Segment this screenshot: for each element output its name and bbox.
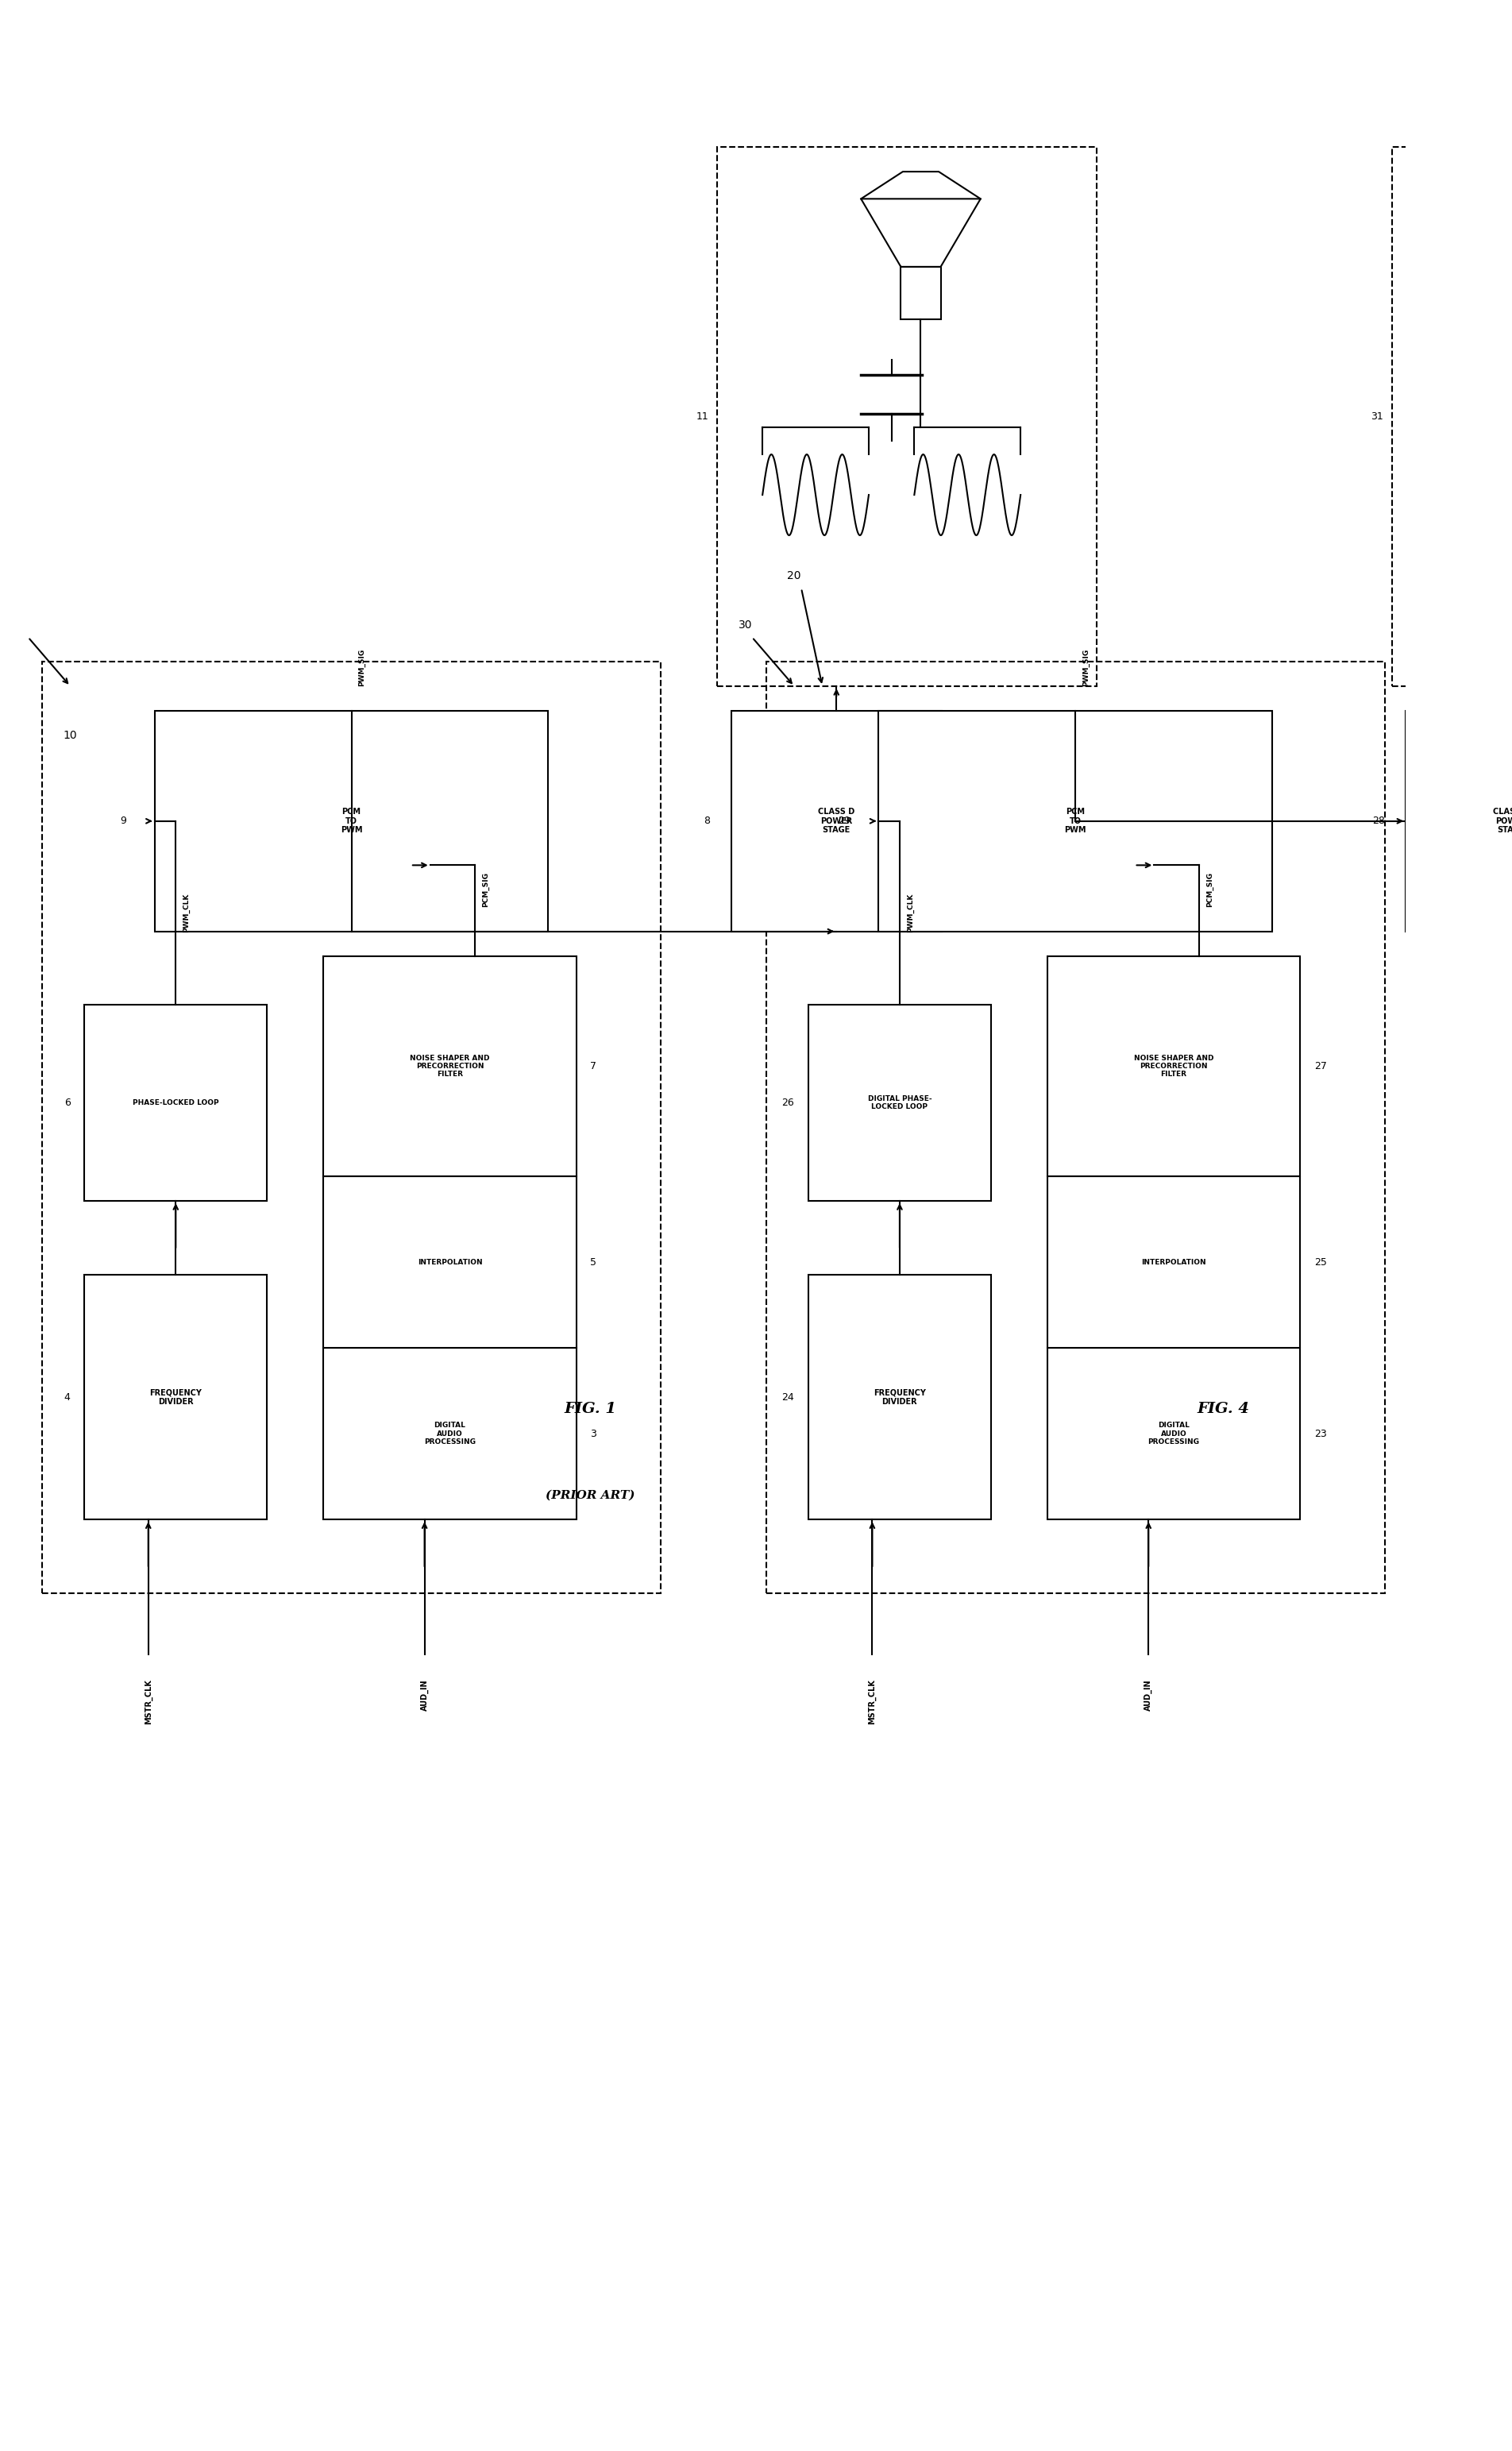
Text: PCM_SIG: PCM_SIG xyxy=(482,873,490,907)
Text: INTERPOLATION: INTERPOLATION xyxy=(417,1260,482,1265)
Bar xyxy=(85,1275,268,1520)
Text: FIG. 1: FIG. 1 xyxy=(564,1402,617,1417)
Text: PCM
TO
PWM: PCM TO PWM xyxy=(1064,809,1086,833)
Bar xyxy=(324,1176,576,1348)
Text: 9: 9 xyxy=(121,816,127,826)
Bar xyxy=(1391,147,1512,686)
Text: 27: 27 xyxy=(1314,1061,1328,1071)
Text: 24: 24 xyxy=(782,1392,794,1402)
Text: AUD_IN: AUD_IN xyxy=(420,1679,428,1711)
Text: DIGITAL PHASE-
LOCKED LOOP: DIGITAL PHASE- LOCKED LOOP xyxy=(868,1096,931,1110)
Bar xyxy=(717,147,1096,686)
Text: MSTR_CLK: MSTR_CLK xyxy=(144,1679,153,1723)
Text: 4: 4 xyxy=(64,1392,70,1402)
Text: PWM_SIG: PWM_SIG xyxy=(1083,650,1090,686)
Bar xyxy=(901,267,940,319)
Bar xyxy=(154,711,549,931)
Text: 29: 29 xyxy=(838,816,850,826)
Bar xyxy=(1406,711,1512,931)
Text: 10: 10 xyxy=(64,730,77,740)
Bar xyxy=(324,1348,576,1520)
Bar xyxy=(324,956,576,1176)
Text: PWM_SIG: PWM_SIG xyxy=(358,650,366,686)
Bar xyxy=(878,711,1272,931)
Bar xyxy=(809,1275,990,1520)
Text: FREQUENCY
DIVIDER: FREQUENCY DIVIDER xyxy=(150,1390,203,1404)
Text: 30: 30 xyxy=(738,620,751,630)
Text: PWM_CLK: PWM_CLK xyxy=(183,895,191,931)
Text: PCM
TO
PWM: PCM TO PWM xyxy=(340,809,363,833)
Text: 11: 11 xyxy=(696,412,708,422)
Text: DIGITAL
AUDIO
PROCESSING: DIGITAL AUDIO PROCESSING xyxy=(423,1422,476,1446)
Text: CLASS D
POWER
STAGE: CLASS D POWER STAGE xyxy=(1492,809,1512,833)
Bar xyxy=(1048,1176,1300,1348)
Text: (PRIOR ART): (PRIOR ART) xyxy=(546,1490,635,1500)
Text: 6: 6 xyxy=(64,1098,70,1108)
Text: FREQUENCY
DIVIDER: FREQUENCY DIVIDER xyxy=(874,1390,925,1404)
Text: 20: 20 xyxy=(788,571,801,581)
Bar xyxy=(767,662,1385,1593)
Bar xyxy=(730,711,942,931)
Text: PCM_SIG: PCM_SIG xyxy=(1207,873,1214,907)
Text: CLASS D
POWER
STAGE: CLASS D POWER STAGE xyxy=(818,809,854,833)
Text: NOISE SHAPER AND
PRECORRECTION
FILTER: NOISE SHAPER AND PRECORRECTION FILTER xyxy=(410,1054,490,1078)
Text: 28: 28 xyxy=(1371,816,1385,826)
Text: PWM_CLK: PWM_CLK xyxy=(907,895,913,931)
Text: AUD_IN: AUD_IN xyxy=(1145,1679,1152,1711)
Text: 5: 5 xyxy=(590,1257,597,1267)
Polygon shape xyxy=(860,199,981,267)
Text: 25: 25 xyxy=(1314,1257,1328,1267)
Text: 8: 8 xyxy=(703,816,711,826)
Bar xyxy=(1048,1348,1300,1520)
Bar xyxy=(1048,956,1300,1176)
Bar xyxy=(85,1005,268,1201)
Text: 23: 23 xyxy=(1314,1429,1328,1439)
Text: 7: 7 xyxy=(590,1061,597,1071)
Text: 26: 26 xyxy=(782,1098,794,1108)
Text: INTERPOLATION: INTERPOLATION xyxy=(1142,1260,1207,1265)
Text: FIG. 4: FIG. 4 xyxy=(1198,1402,1249,1417)
Text: NOISE SHAPER AND
PRECORRECTION
FILTER: NOISE SHAPER AND PRECORRECTION FILTER xyxy=(1134,1054,1214,1078)
Bar xyxy=(42,662,661,1593)
Bar xyxy=(809,1005,990,1201)
Text: 31: 31 xyxy=(1370,412,1383,422)
Text: MSTR_CLK: MSTR_CLK xyxy=(868,1679,877,1723)
Text: 3: 3 xyxy=(590,1429,597,1439)
Text: PHASE-LOCKED LOOP: PHASE-LOCKED LOOP xyxy=(133,1100,219,1105)
Text: DIGITAL
AUDIO
PROCESSING: DIGITAL AUDIO PROCESSING xyxy=(1148,1422,1199,1446)
